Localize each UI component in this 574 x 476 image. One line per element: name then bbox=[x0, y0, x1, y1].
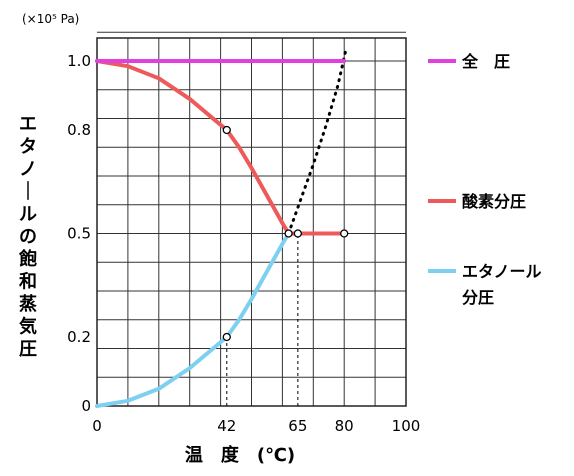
legend-label-line2: 分圧 bbox=[462, 288, 494, 307]
legend-label: 酸素分圧 bbox=[462, 192, 526, 211]
y-axis-label-char: 和 bbox=[19, 272, 37, 293]
y-axis-label-char: 気 bbox=[19, 316, 37, 338]
data-marker bbox=[222, 125, 231, 135]
y-tick-label: 0.2 bbox=[67, 328, 91, 346]
x-tick-label: 42 bbox=[217, 417, 236, 435]
series-extrapolation-dotted bbox=[287, 49, 348, 235]
y-axis-label-char: タ bbox=[19, 137, 37, 158]
x-tick-label: 80 bbox=[335, 417, 354, 435]
plot-frame bbox=[96, 37, 407, 407]
y-axis-label-char: 圧 bbox=[19, 339, 37, 360]
unit-label: (×10⁵ Pa) bbox=[22, 12, 79, 26]
data-marker bbox=[340, 229, 349, 238]
y-tick-label: 1.0 bbox=[67, 52, 91, 70]
series-oxygen-partial-pressure bbox=[95, 59, 347, 236]
x-tick-label: 0 bbox=[92, 417, 102, 435]
y-axis-label-char: の bbox=[19, 227, 37, 248]
data-marker bbox=[293, 229, 303, 238]
data-marker bbox=[284, 229, 293, 238]
y-axis-label-char: ｜ bbox=[19, 181, 37, 203]
y-axis-label-char: エ bbox=[19, 114, 37, 135]
x-tick-label: 100 bbox=[392, 417, 421, 435]
y-tick-label: 0 bbox=[81, 397, 91, 415]
data-marker bbox=[222, 332, 231, 342]
y-axis-label-char: 飽 bbox=[18, 248, 37, 270]
legend-label: 全 圧 bbox=[461, 52, 510, 71]
x-tick-label: 65 bbox=[288, 417, 307, 435]
y-tick-label: 0.8 bbox=[67, 121, 91, 139]
y-axis-label-char: 蒸 bbox=[19, 294, 37, 315]
x-axis-label: 温 度 (℃) bbox=[185, 444, 295, 466]
legend-label: エタノール bbox=[462, 262, 542, 281]
y-tick-label: 0.5 bbox=[67, 225, 91, 243]
y-axis-label-char: ノ bbox=[19, 159, 37, 180]
y-axis-label-char: ル bbox=[19, 204, 37, 225]
